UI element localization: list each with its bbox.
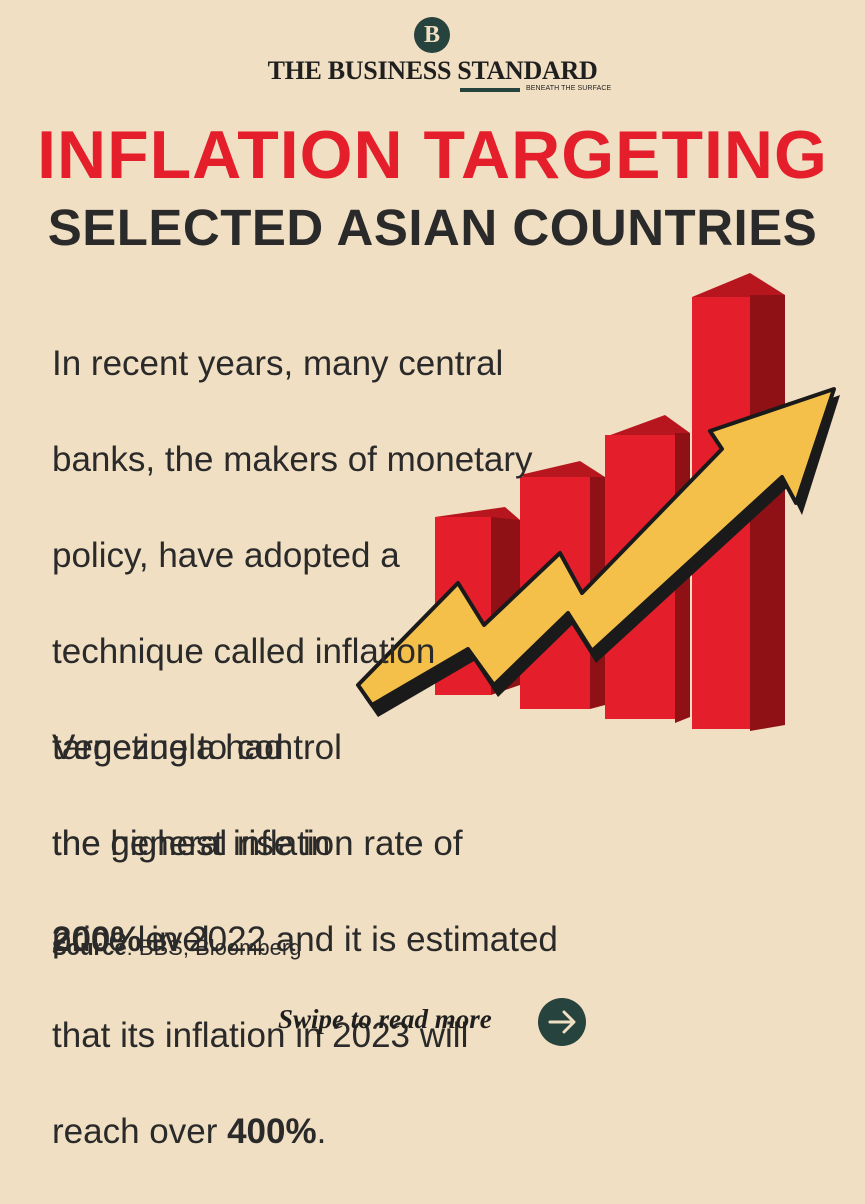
bar-chart-arrow-illustration: [356, 273, 840, 731]
swipe-text: Swipe to read more: [278, 1004, 492, 1034]
intro-line: banks, the makers of monetary: [52, 440, 533, 479]
intro-paragraph: In recent years, many central banks, the…: [52, 292, 592, 964]
intro-line: price level.: [52, 920, 220, 959]
intro-line: targeting to control: [52, 728, 342, 767]
brand-name: THE BUSINESS STANDARD: [267, 56, 598, 85]
intro-line: the general rise in: [52, 824, 331, 863]
swipe-next-button[interactable]: [538, 998, 586, 1046]
venezuela-paragraph: Venezuela had the highest inflation rate…: [52, 676, 612, 1204]
venezuela-line-text: in 2022 and it is estimated: [141, 920, 558, 959]
source-value: : BBS, Bloomberg: [126, 935, 302, 960]
arrow-right-icon: [548, 1010, 576, 1034]
rate-2022: 200%: [52, 920, 142, 959]
brand-badge-letter: B: [423, 21, 440, 48]
illustration-arrow: [356, 387, 836, 707]
brand-underline: [460, 88, 520, 92]
venezuela-line: the highest inflation rate of: [52, 824, 463, 863]
source-note: Source: BBS, Bloomberg: [52, 935, 301, 961]
venezuela-line: that its inflation in 2023 will: [52, 1016, 469, 1055]
brand-logo-badge: B: [414, 17, 450, 53]
rate-2023: 400%: [227, 1112, 317, 1151]
intro-line: In recent years, many central: [52, 344, 504, 383]
intro-line: technique called inflation: [52, 632, 436, 671]
brand-tagline: BENEATH THE SURFACE: [526, 85, 612, 92]
venezuela-line: reach over 400%.: [52, 1108, 612, 1156]
venezuela-line-text: .: [316, 1112, 327, 1151]
headline-title: INFLATION TARGETING: [37, 117, 828, 193]
intro-line: policy, have adopted a: [52, 536, 400, 575]
venezuela-line: 200% in 2022 and it is estimated: [52, 916, 612, 964]
headline-subtitle: SELECTED ASIAN COUNTRIES: [47, 199, 818, 256]
venezuela-line: Venezuela had: [52, 728, 284, 767]
venezuela-line-text: reach over: [52, 1112, 228, 1151]
source-label: Source: [52, 935, 127, 960]
